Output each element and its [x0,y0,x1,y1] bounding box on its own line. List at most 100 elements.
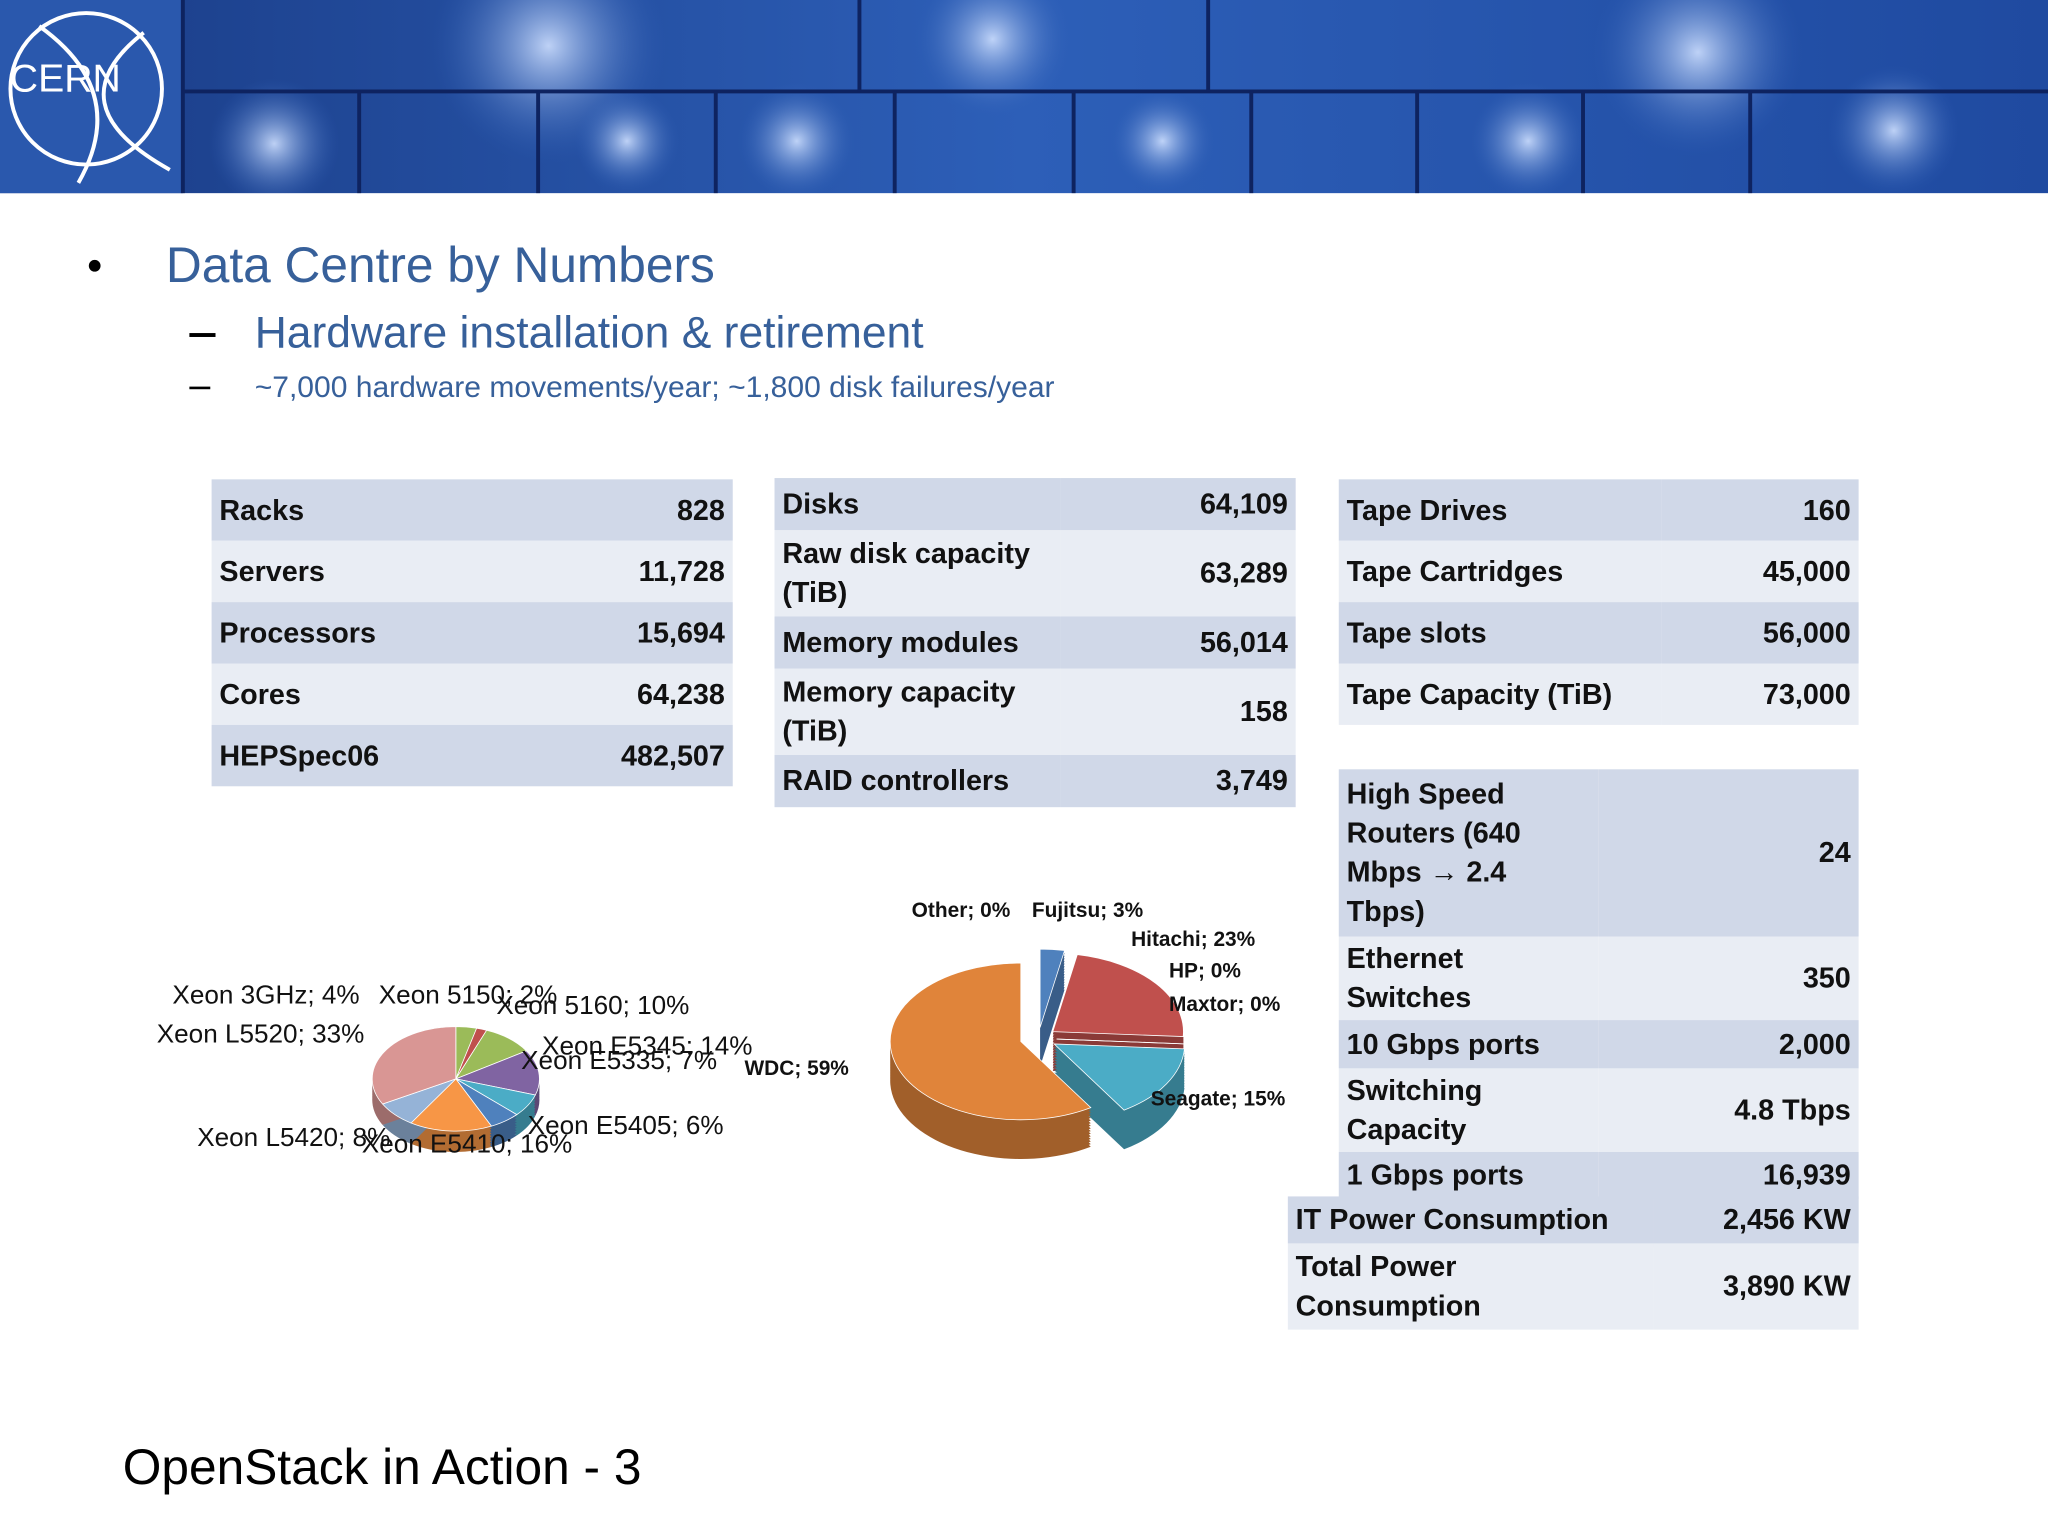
cell-value: 350 [1802,961,1851,994]
cell-label: IT Power Consumption [1295,1202,1609,1236]
cell-label: Processors [219,615,376,649]
table-row: Ethernet Switches 350 [1338,936,1859,1021]
cell-value: 2,000 [1778,1027,1851,1060]
pie-label: Other; 0% [912,899,1011,922]
cell-value: 3,749 [1215,764,1288,797]
header-banner: CERN [0,0,2048,194]
table-row: RAID controllers 3,749 [774,754,1296,808]
pie-label: Xeon E5345; 14% [542,1030,753,1060]
pie-slice [371,1026,457,1105]
pie-charts: Xeon 3GHz; 4% Xeon 5150; 2%Xeon 5160; 10%… [157,899,1286,1159]
cell-label: Tape Drives [1346,493,1508,526]
cell-value: 24 [1818,835,1851,869]
cell-value: 16,939 [1762,1158,1851,1192]
cell-value: 63,289 [1199,556,1288,590]
table-row: Cores 64,238 [211,663,733,725]
cell-label: Racks [219,493,305,526]
cell-label: Total Power Consumption [1295,1249,1481,1322]
table-row: Raw disk capacity (TiB) 63,289 [774,530,1296,617]
pie-label: Xeon 3GHz; 4% [172,979,359,1009]
cell-label: Memory capacity (TiB) [782,675,1016,748]
pie-slice [1056,1038,1187,1045]
pie-label: WDC; 59% [744,1057,849,1080]
table-row: 10 Gbps ports 558 [1338,1199,1859,1248]
pie-slice [1039,948,1066,1028]
dash [189,386,211,390]
pie-slice [410,1078,493,1132]
cell-value: 45,000 [1762,554,1851,588]
cell-value: 56,014 [1199,625,1288,659]
pie-label: Xeon 5160; 10% [496,990,689,1020]
pie-label: Xeon E5335; 7% [521,1045,717,1075]
table-row: Total Power Consumption 3,890 KW [1287,1243,1859,1330]
pie-slice [1053,1043,1185,1111]
pie-label: Hitachi; 23% [1131,928,1256,951]
footer-title: OpenStack in Action - 3 [122,1440,642,1496]
cell-label: 10 Gbps ports [1346,1027,1540,1060]
cell-value: 3,890 KW [1722,1269,1851,1303]
pie-label: Xeon E5410; 16% [362,1128,573,1158]
table-row: Switching Capacity 4.8 Tbps [1338,1068,1859,1152]
cell-label: Switching Capacity [1346,1073,1483,1146]
pie-label: Xeon 5150; 2% [379,979,558,1009]
pie-slice [454,1050,540,1096]
cell-value: 11,728 [638,554,725,588]
pie-label: Fujitsu; 3% [1032,899,1144,922]
cell-label: Disks [782,487,860,520]
table-row: Tape slots 56,000 [1338,602,1859,664]
pie-label: Xeon E5405; 6% [528,1110,724,1140]
cell-label: Raw disk capacity (TiB) [782,536,1030,609]
cell-label: Tape slots [1346,615,1487,649]
cell-value: 15,694 [636,615,725,649]
table-row: 1 Gbps ports 16,939 [1338,1151,1859,1200]
cell-label: HEPSpec06 [219,738,380,772]
cell-value: 160 [1802,493,1851,526]
cell-label: Ethernet Switches [1346,941,1472,1014]
cell-value: 482,507 [621,738,725,772]
table-row: Racks 828 [211,479,733,541]
table-row: High Speed Routers (640 Mbps → 2.4 Tbps)… [1338,769,1859,937]
dash [189,333,216,337]
cell-label: Memory modules [782,625,1019,659]
cell-value: 56,000 [1762,615,1851,649]
cell-value: 158 [1239,694,1288,728]
subtitle: Hardware installation & retirement [254,308,924,358]
stats-table: IT Power Consumption 2,456 KW Total Power … [1287,1196,1859,1330]
cell-label: Cores [219,677,301,710]
cell-label: Tape Capacity (TiB) [1346,677,1613,710]
table-row: 10 Gbps ports 2,000 [1338,1020,1859,1069]
table-row: Servers 11,728 [211,540,733,603]
cell-label: 10 Gbps ports [1346,1206,1540,1239]
subtitle: ~7,000 hardware movements/year; ~1,800 d… [254,369,1055,404]
pie-label: Xeon L5520; 33% [157,1019,365,1049]
table-row: HEPSpec06 482,507 [211,724,733,787]
pie-slice [1052,954,1184,1037]
pie-label: HP; 0% [1169,959,1241,982]
stats-table: Tape Drives 160 Tape Cartridges 45,000 Tape … [1338,479,1859,725]
bullet-dot [88,259,101,272]
table-row: Processors 15,694 [211,602,733,664]
table-row: Tape Cartridges 45,000 [1338,540,1859,603]
cell-label: Tape Cartridges [1346,554,1564,588]
cell-value: 4.8 Tbps [1734,1093,1851,1126]
cell-label: 1 Gbps ports [1346,1158,1524,1192]
cell-value: 558 [1802,1206,1851,1239]
table-row: Disks 64,109 [774,478,1296,531]
logo-text: CERN [10,57,121,100]
pie-label: Seagate; 15% [1151,1087,1286,1110]
table-row: IT Power Consumption 2,456 KW [1287,1196,1859,1244]
slide-title: Data Centre by Numbers [165,239,715,294]
table-row: Tape Drives 160 [1338,479,1859,541]
pie-label: Maxtor; 0% [1169,993,1281,1016]
table-row: Memory capacity (TiB) 158 [774,668,1296,755]
cell-label: RAID controllers [782,764,1010,797]
pie-label: Xeon L5420; 8% [197,1122,390,1152]
stats-table: Disks 64,109 Raw disk capacity (TiB) 63,289… [774,478,1296,808]
table-row: Memory modules 56,014 [774,616,1296,669]
cell-value: 64,238 [636,677,725,710]
table-row: Tape Capacity (TiB) 73,000 [1338,663,1859,725]
cell-label: Servers [219,554,325,588]
cell-value: 828 [676,493,725,526]
cell-value: 73,000 [1762,677,1851,710]
